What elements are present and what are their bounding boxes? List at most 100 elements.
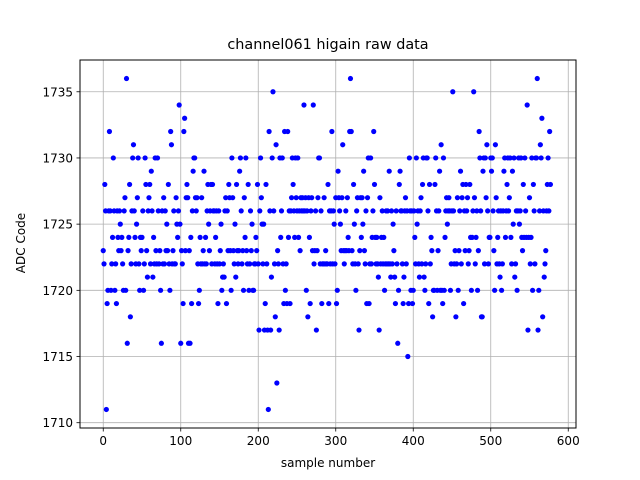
data-point (170, 248, 176, 254)
data-point (175, 234, 181, 240)
data-point (313, 327, 319, 333)
data-point (201, 168, 207, 174)
data-point (247, 261, 253, 267)
data-point (288, 195, 295, 201)
x-tick-label: 0 (99, 434, 107, 448)
data-point (303, 287, 309, 293)
data-point (293, 195, 299, 201)
data-point (410, 287, 416, 293)
data-point (442, 234, 448, 240)
data-point (390, 221, 396, 227)
data-point (118, 248, 124, 254)
data-point (148, 168, 154, 174)
data-point (237, 155, 244, 161)
data-point (311, 261, 317, 267)
data-point (422, 287, 428, 293)
data-point (194, 195, 200, 201)
data-point (135, 155, 141, 161)
data-point (481, 261, 488, 267)
data-point (485, 208, 491, 214)
data-point (368, 155, 374, 161)
data-point (238, 208, 244, 214)
data-point (374, 234, 380, 240)
data-point (358, 234, 364, 240)
data-point (334, 287, 340, 293)
data-point (524, 102, 530, 108)
data-point (512, 274, 518, 280)
data-point (350, 181, 357, 188)
data-point (530, 181, 536, 188)
data-point (147, 181, 153, 188)
data-point (261, 221, 267, 227)
data-point (126, 234, 132, 240)
data-point (229, 155, 235, 161)
data-point (323, 248, 329, 254)
data-point (226, 181, 232, 188)
data-point (479, 314, 485, 320)
data-point (411, 208, 417, 214)
data-point (256, 327, 262, 333)
data-point (370, 208, 376, 214)
data-point (306, 234, 312, 240)
data-point (536, 287, 542, 293)
data-point (267, 208, 273, 214)
data-point (538, 155, 544, 161)
data-point (351, 221, 357, 227)
data-point (243, 155, 249, 161)
data-point (283, 261, 289, 267)
data-point (424, 155, 430, 161)
data-point (389, 261, 395, 267)
data-point (179, 261, 185, 267)
data-point (325, 181, 331, 188)
data-point (233, 274, 239, 280)
data-point (316, 155, 323, 161)
data-point (356, 327, 362, 333)
data-point (290, 181, 296, 188)
data-point (266, 128, 272, 135)
data-point (124, 340, 130, 346)
data-point (123, 287, 129, 293)
data-point (189, 300, 195, 307)
data-point (491, 248, 497, 254)
data-point (131, 208, 137, 214)
data-point (426, 300, 432, 307)
data-point (416, 274, 423, 280)
data-point (309, 195, 315, 201)
data-point (233, 181, 240, 188)
data-point (430, 314, 436, 320)
data-point (508, 234, 514, 240)
y-axis-label: ADC Code (14, 213, 28, 273)
data-point (245, 181, 251, 188)
data-point (263, 181, 269, 188)
data-point (121, 208, 127, 214)
data-point (171, 208, 177, 214)
data-point (143, 181, 149, 188)
data-point (271, 261, 278, 267)
data-point (106, 128, 113, 135)
data-points (100, 75, 554, 413)
data-point (518, 155, 524, 161)
data-point (274, 380, 280, 386)
data-point (117, 221, 123, 227)
data-point (413, 155, 419, 161)
data-point (492, 287, 498, 293)
data-point (432, 181, 438, 188)
x-axis-ticks: 0 100 200 300 400 500 600 (99, 428, 580, 448)
data-point (254, 248, 260, 254)
data-point (428, 234, 434, 240)
data-point (514, 287, 520, 293)
data-point (505, 208, 512, 214)
data-point (216, 208, 222, 214)
data-point (447, 287, 454, 293)
data-point (275, 248, 281, 254)
data-point (221, 274, 227, 280)
data-point (285, 128, 291, 135)
data-point (101, 261, 107, 267)
data-point (100, 248, 106, 254)
data-point (402, 195, 409, 201)
data-point (134, 195, 140, 201)
data-point (168, 142, 175, 148)
data-point (386, 168, 392, 174)
data-point (502, 234, 509, 240)
data-point (115, 234, 121, 240)
